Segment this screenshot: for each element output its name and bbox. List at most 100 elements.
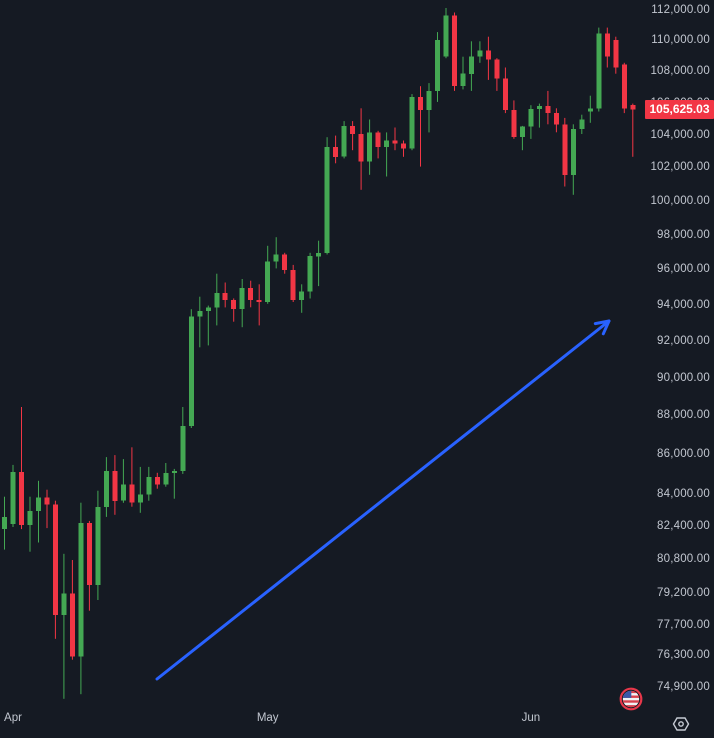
candle-body — [536, 106, 542, 110]
price-axis-label: 108,000.00 — [650, 65, 710, 78]
candle — [392, 127, 398, 151]
candle — [579, 114, 585, 134]
candle-body — [468, 56, 474, 74]
price-axis-label: 88,000.00 — [657, 409, 710, 422]
candle — [435, 32, 440, 102]
trend-arrow-drawing[interactable] — [155, 319, 611, 681]
candle-body — [528, 109, 534, 127]
candle-body — [621, 64, 627, 109]
candle-body — [307, 256, 313, 292]
candle-body — [418, 97, 423, 110]
price-axis-label: 112,000.00 — [651, 4, 710, 16]
candle-body — [239, 287, 245, 310]
price-axis-label: 79,200.00 — [657, 586, 710, 599]
candle-wick — [462, 56, 464, 90]
candle-wick — [233, 298, 235, 322]
candle-body — [256, 300, 262, 302]
candle-body — [341, 125, 347, 157]
hexagon-center-dot — [678, 721, 684, 727]
candle — [596, 27, 602, 112]
candle — [239, 279, 245, 328]
candle — [409, 94, 415, 151]
candle-body — [265, 261, 271, 303]
candle — [528, 105, 534, 139]
candle — [120, 459, 126, 503]
candle-body — [409, 97, 415, 149]
candle — [180, 407, 186, 474]
candle — [333, 135, 339, 164]
candle-wick — [131, 447, 133, 507]
candle — [146, 466, 152, 501]
hexagon-shape — [672, 717, 690, 731]
candle — [562, 117, 568, 187]
candle-body — [613, 39, 619, 68]
candle — [536, 103, 542, 128]
candle — [477, 41, 483, 63]
candle-body — [129, 484, 135, 503]
candle-body — [44, 497, 50, 505]
candle-wick — [394, 127, 396, 151]
candle-body — [205, 307, 211, 311]
candle-body — [61, 593, 67, 615]
candle-body — [494, 59, 500, 79]
candle — [324, 137, 330, 255]
candle-body — [587, 108, 593, 112]
candle-body — [10, 471, 16, 524]
candle-wick — [386, 132, 388, 177]
candle-body — [316, 252, 322, 257]
candle-body — [511, 109, 517, 138]
candle — [460, 56, 466, 90]
candle-body — [545, 106, 551, 114]
candles-layer — [2, 8, 636, 699]
price-axis-label: 102,000.00 — [650, 161, 710, 174]
candle-wick — [275, 237, 277, 269]
candle — [273, 237, 279, 269]
price-scale-settings-icon[interactable] — [670, 713, 692, 735]
candle-body — [596, 33, 602, 109]
candle-wick — [403, 140, 404, 157]
candle-wick — [420, 86, 421, 167]
candle-body — [333, 147, 339, 157]
price-axis-label: 86,000.00 — [657, 448, 710, 461]
candle-body — [95, 506, 101, 586]
candle-wick — [38, 480, 39, 543]
price-axis-label: 77,700.00 — [657, 618, 710, 631]
candle-body — [384, 140, 390, 147]
candle — [426, 83, 432, 133]
candle-body — [197, 311, 203, 317]
candle-wick — [139, 466, 141, 513]
candle-body — [452, 15, 457, 87]
candle-wick — [318, 240, 320, 287]
candle — [316, 240, 322, 287]
candle — [163, 463, 169, 487]
candle-body — [426, 90, 432, 110]
candle-body — [2, 516, 7, 530]
candle-body — [350, 125, 356, 134]
candle — [545, 90, 551, 125]
price-axis-label: 104,000.00 — [650, 128, 710, 141]
candle-body — [460, 73, 466, 87]
candle-body — [146, 476, 152, 495]
arrow-line — [155, 319, 611, 681]
candle-body — [86, 523, 92, 586]
candle-body — [282, 254, 288, 271]
candle-body — [36, 497, 41, 511]
candle — [570, 124, 576, 195]
candle — [341, 121, 347, 159]
candle-body — [477, 50, 483, 57]
price-axis-label: 80,800.00 — [657, 553, 710, 565]
candle — [494, 58, 500, 91]
price-axis-label: 90,000.00 — [657, 371, 710, 384]
candle — [621, 62, 627, 114]
candle — [86, 520, 92, 611]
us-flag-event-icon[interactable] — [619, 687, 643, 711]
price-axis-label: 82,400.00 — [657, 520, 710, 533]
candle-body — [553, 113, 559, 125]
candle — [384, 132, 390, 177]
time-axis[interactable]: Apr May Jun — [0, 712, 714, 738]
candle — [511, 100, 517, 139]
candle-body — [299, 291, 305, 301]
candle-body — [562, 124, 568, 175]
candle — [630, 103, 636, 157]
